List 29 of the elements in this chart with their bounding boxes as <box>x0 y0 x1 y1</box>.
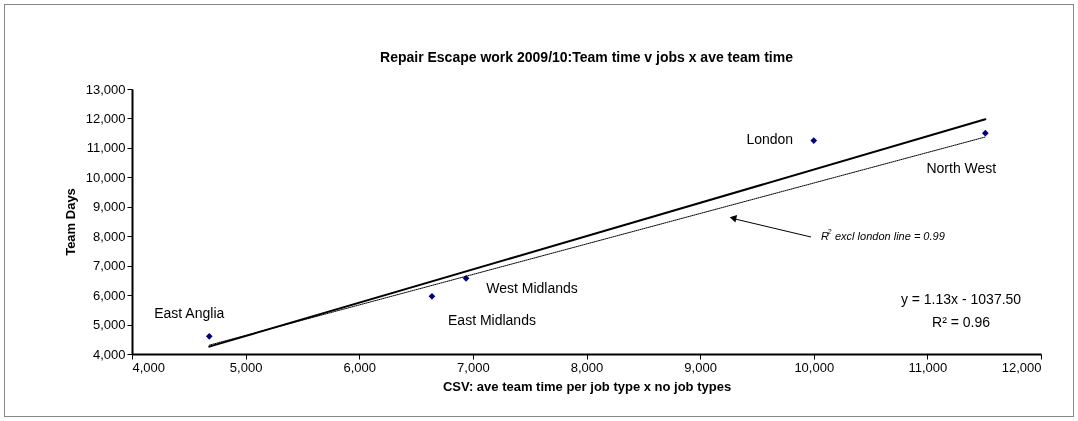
y-tick-label: 8,000 <box>92 228 126 244</box>
data-label: East Midlands <box>448 312 536 329</box>
x-tick-label: 8,000 <box>570 359 604 375</box>
x-tick-label: 10,000 <box>794 359 835 375</box>
x-tick-label: 9,000 <box>684 359 717 375</box>
y-tick-label: 10,000 <box>85 169 126 185</box>
y-tick-label: 6,000 <box>92 287 126 303</box>
annotation: R² = 0.96 <box>932 314 991 330</box>
y-tick-label: 13,000 <box>85 81 126 97</box>
annotation: y = 1.13x - 1037.50 <box>900 291 1022 307</box>
x-tick-label: 5,000 <box>229 359 263 375</box>
x-tick-label: 11,000 <box>908 359 948 375</box>
x-tick-label: 4,000 <box>132 359 166 375</box>
x-tick-label: 12,000 <box>1001 359 1042 375</box>
data-label: London <box>746 130 794 147</box>
y-tick-label: 12,000 <box>85 110 126 126</box>
x-tick-label: 6,000 <box>343 359 377 375</box>
x-axis-title: CSV: ave team time per job type x no job types <box>442 378 732 394</box>
y-tick-label: 7,000 <box>92 258 126 274</box>
data-label: West Midlands <box>486 280 578 297</box>
y-tick-label: 5,000 <box>92 317 126 333</box>
data-label: East Anglia <box>154 305 225 322</box>
y-tick-label: 11,000 <box>86 140 126 156</box>
y-tick-label: 4,000 <box>92 346 126 362</box>
y-axis-title: Team Days <box>62 188 78 256</box>
y-tick-label: 9,000 <box>92 199 126 215</box>
x-tick-label: 7,000 <box>457 359 490 375</box>
data-label: North West <box>926 160 997 177</box>
chart-title: Repair Escape work 2009/10:Team time v jobs x ave team time <box>380 49 794 65</box>
